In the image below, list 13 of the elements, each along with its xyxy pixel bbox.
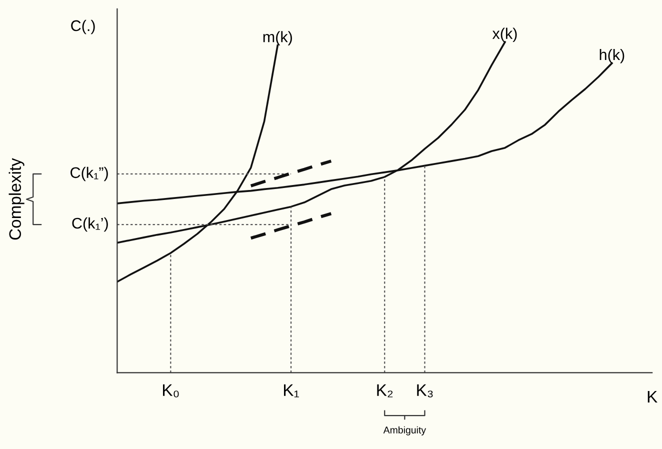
series-label: C(k₁’) xyxy=(72,217,108,232)
text: Ambiguity xyxy=(383,426,426,436)
series-label: x(k) xyxy=(492,28,517,42)
x-tick-label: K₃ xyxy=(417,384,433,398)
series-label: m(k) xyxy=(263,31,292,46)
x-tick-label: K₁ xyxy=(284,384,299,398)
x-tick-label: K₀ xyxy=(163,384,179,398)
x-tick-label: K₂ xyxy=(377,384,393,398)
x-axis-title: K xyxy=(648,390,658,402)
series-label: C(k₁”) xyxy=(70,166,108,182)
text: Complexity xyxy=(8,158,24,240)
series-label: h(k) xyxy=(600,48,624,64)
text: C(.) xyxy=(71,20,95,34)
